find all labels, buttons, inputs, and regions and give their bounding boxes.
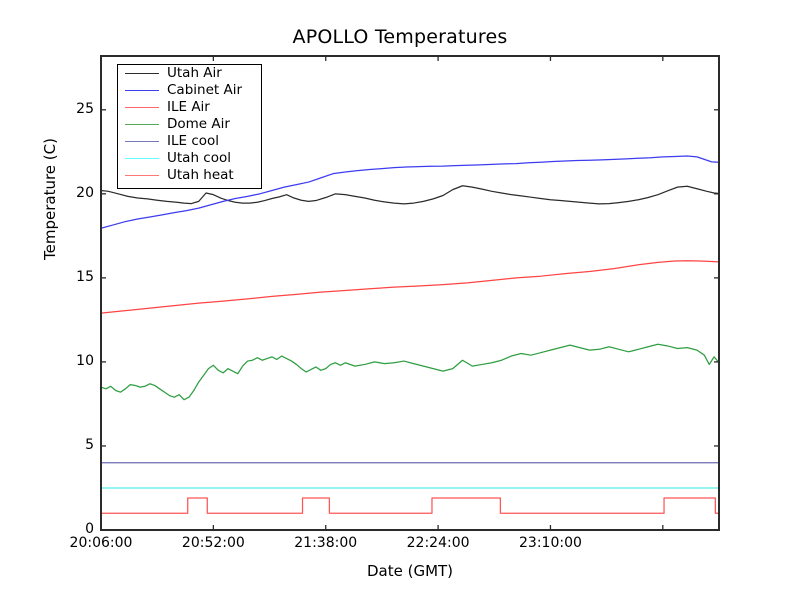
- legend-color-swatch: [125, 141, 159, 142]
- y-tick-label: 10: [76, 352, 94, 369]
- legend-item: Utah cool: [118, 150, 261, 167]
- y-tick-label: 25: [76, 100, 94, 117]
- series-line-ile-air: [100, 260, 720, 314]
- y-tick-label: 20: [76, 184, 94, 201]
- x-tick-label: 22:24:00: [406, 535, 470, 551]
- x-tick-label: 20:52:00: [181, 535, 245, 551]
- series-line-utah-heat: [101, 497, 719, 514]
- legend-item: ILE Air: [118, 99, 261, 116]
- series-line-cabinet-air: [100, 155, 720, 229]
- x-tick-label: 23:10:00: [519, 535, 582, 551]
- y-tick-label: 5: [85, 436, 94, 453]
- legend-color-swatch: [125, 158, 159, 159]
- legend-label: ILE Air: [167, 98, 210, 115]
- legend-item: Utah Air: [118, 65, 261, 82]
- y-axis-tick-labels: 25 20 15 10 5 0: [48, 0, 94, 600]
- legend-item: Cabinet Air: [118, 82, 261, 99]
- legend: Utah Air Cabinet Air ILE Air Dome Air ILE co…: [117, 64, 262, 189]
- legend-color-swatch: [125, 73, 159, 74]
- legend-label: Utah cool: [167, 149, 231, 166]
- legend-label: Dome Air: [167, 115, 230, 132]
- legend-color-swatch: [125, 90, 159, 91]
- series-line-dome-air: [100, 343, 720, 401]
- y-tick-label: 0: [85, 521, 94, 537]
- legend-color-swatch: [125, 175, 159, 176]
- x-tick-label: 21:38:00: [294, 535, 358, 551]
- series-line-utah-air: [100, 185, 720, 205]
- legend-item: Dome Air: [118, 116, 261, 133]
- legend-item: ILE cool: [118, 133, 261, 150]
- axes-spines: [100, 55, 720, 531]
- legend-label: Utah heat: [167, 166, 234, 183]
- legend-label: ILE cool: [167, 132, 220, 149]
- chart-title: APOLLO Temperatures: [292, 26, 508, 48]
- legend-item: Utah heat: [118, 167, 261, 184]
- y-tick-label: 15: [76, 268, 94, 285]
- series-layer: [100, 155, 720, 514]
- legend-label: Utah Air: [167, 64, 222, 81]
- axes-frame: [100, 55, 720, 531]
- x-tick-label: 20:06:00: [69, 535, 133, 551]
- legend-color-swatch: [125, 107, 159, 108]
- legend-label: Cabinet Air: [167, 81, 243, 98]
- x-axis-label: Date (GMT): [366, 562, 454, 580]
- legend-color-swatch: [125, 124, 159, 125]
